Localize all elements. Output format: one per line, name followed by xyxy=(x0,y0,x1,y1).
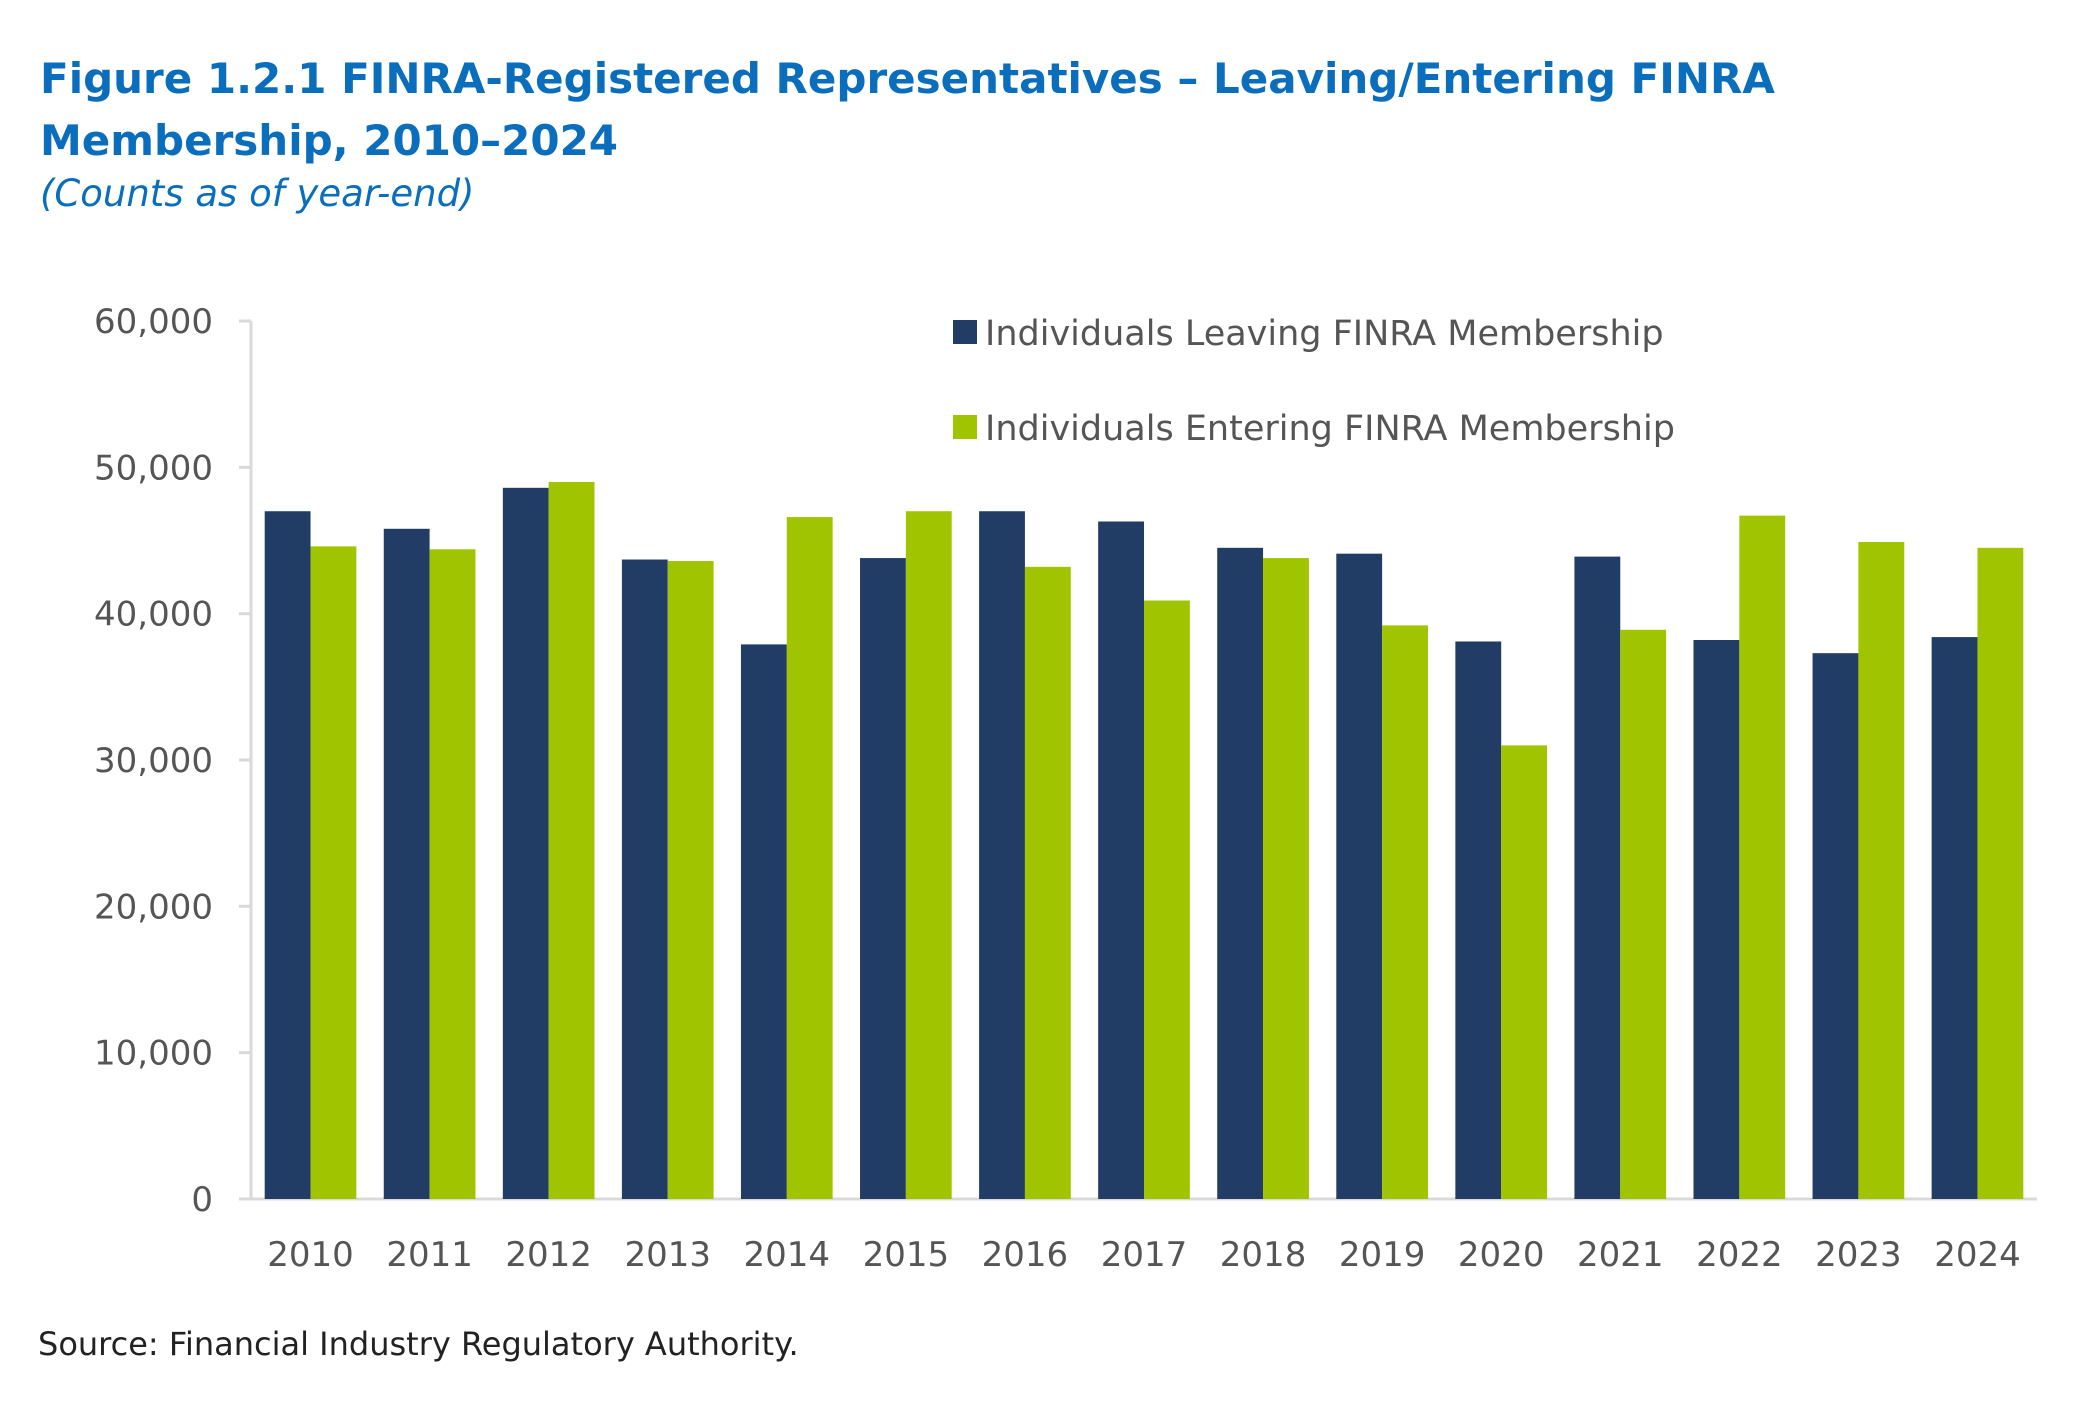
bar-entering-2024 xyxy=(1977,547,2024,1199)
bar-entering-2014 xyxy=(786,517,833,1199)
bar-entering-2021 xyxy=(1620,629,1667,1199)
x-tick-label: 2015 xyxy=(863,1235,950,1275)
legend-label-leaving: Individuals Leaving FINRA Membership xyxy=(985,314,1664,354)
x-tick-label: 2019 xyxy=(1339,1235,1426,1275)
y-tick-label: 20,000 xyxy=(94,887,213,927)
y-tick-label: 10,000 xyxy=(94,1034,213,1074)
y-tick-label: 60,000 xyxy=(94,302,213,342)
y-tick-label: 30,000 xyxy=(94,741,213,781)
x-tick-label: 2010 xyxy=(267,1235,354,1275)
y-tick-label: 40,000 xyxy=(94,595,213,635)
bar-leaving-2010 xyxy=(264,511,311,1199)
chart-subtitle: (Counts as of year-end) xyxy=(40,172,475,215)
bar-leaving-2014 xyxy=(740,644,787,1199)
bar-leaving-2013 xyxy=(621,559,668,1199)
bar-entering-2020 xyxy=(1501,745,1548,1199)
bar-leaving-2015 xyxy=(860,558,906,1199)
bar-entering-2019 xyxy=(1382,625,1428,1199)
bar-leaving-2021 xyxy=(1574,556,1621,1199)
bar-entering-2018 xyxy=(1263,558,1309,1199)
bar-entering-2017 xyxy=(1144,600,1190,1199)
bar-leaving-2019 xyxy=(1336,553,1383,1199)
bar-entering-2022 xyxy=(1739,515,1786,1199)
bar-entering-2011 xyxy=(429,549,476,1199)
bar-entering-2012 xyxy=(548,481,595,1199)
bar-leaving-2024 xyxy=(1931,637,1978,1199)
source-note: Source: Financial Industry Regulatory Au… xyxy=(38,1325,799,1363)
bar-leaving-2020 xyxy=(1455,641,1502,1199)
x-tick-label: 2017 xyxy=(1101,1235,1188,1275)
x-tick-label: 2022 xyxy=(1696,1235,1783,1275)
bar-entering-2016 xyxy=(1024,566,1071,1199)
x-tick-label: 2011 xyxy=(386,1235,473,1275)
legend-swatch-entering xyxy=(953,415,977,439)
x-tick-label: 2013 xyxy=(624,1235,711,1275)
y-tick-label: 50,000 xyxy=(94,448,213,488)
bar-leaving-2022 xyxy=(1693,640,1740,1199)
bar-leaving-2012 xyxy=(502,487,549,1199)
x-tick-label: 2023 xyxy=(1815,1235,1902,1275)
bar-entering-2015 xyxy=(905,511,952,1199)
bar-entering-2010 xyxy=(310,546,357,1199)
x-tick-label: 2024 xyxy=(1934,1235,2021,1275)
x-tick-label: 2014 xyxy=(744,1235,831,1275)
bar-entering-2023 xyxy=(1858,541,1905,1199)
bar-leaving-2017 xyxy=(1098,521,1144,1199)
bar-leaving-2016 xyxy=(979,511,1025,1199)
x-tick-label: 2016 xyxy=(982,1235,1069,1275)
bar-entering-2013 xyxy=(667,560,714,1199)
y-tick-label: 0 xyxy=(191,1180,213,1220)
x-tick-label: 2021 xyxy=(1577,1235,1664,1275)
bar-leaving-2018 xyxy=(1217,547,1264,1199)
x-tick-label: 2018 xyxy=(1220,1235,1307,1275)
x-tick-label: 2020 xyxy=(1458,1235,1545,1275)
bar-leaving-2023 xyxy=(1812,653,1859,1199)
chart-title: Figure 1.2.1 FINRA-Registered Representa… xyxy=(40,54,1775,165)
legend-label-entering: Individuals Entering FINRA Membership xyxy=(985,409,1675,449)
bar-leaving-2011 xyxy=(383,528,430,1199)
legend-swatch-leaving xyxy=(953,320,977,344)
x-tick-label: 2012 xyxy=(505,1235,592,1275)
